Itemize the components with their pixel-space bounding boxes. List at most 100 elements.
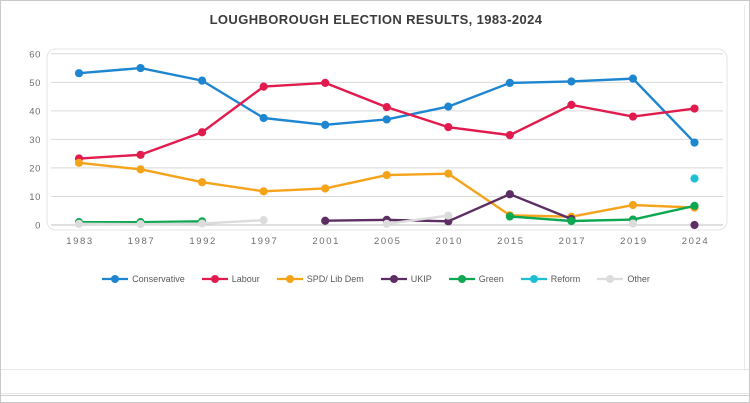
x-axis-label: 2015 <box>497 236 525 247</box>
data-point <box>136 220 145 229</box>
data-point <box>136 165 145 174</box>
x-axis-label: 2019 <box>620 236 648 247</box>
x-axis-label: 1992 <box>189 236 217 247</box>
data-point <box>444 123 453 132</box>
y-tick-label: 0 <box>35 221 41 232</box>
legend-item-green[interactable]: Green <box>448 274 504 284</box>
x-axis-label: 1987 <box>128 236 156 247</box>
data-point <box>690 174 699 183</box>
data-point <box>198 128 207 137</box>
legend-label: Green <box>478 274 504 284</box>
series-ukip <box>321 190 699 230</box>
data-point <box>259 113 268 123</box>
data-point <box>690 138 699 147</box>
spreadsheet-gridline <box>744 5 745 369</box>
series-line <box>77 161 696 218</box>
plot-area: 0 10 20 30 40 50 60 1983 1987 1992 1997 2001 2005 201… <box>29 48 728 247</box>
data-point <box>505 78 514 88</box>
data-point <box>505 190 514 199</box>
data-point <box>259 216 268 225</box>
data-point <box>382 115 391 124</box>
spreadsheet-gridline <box>1 369 749 370</box>
legend-item-conservative[interactable]: Conservative <box>102 274 185 284</box>
x-axis-label: 2010 <box>436 236 464 247</box>
data-point <box>198 219 207 228</box>
data-point <box>567 216 576 226</box>
data-point <box>382 219 391 228</box>
legend-marker-icon <box>597 275 624 283</box>
legend-label: Conservative <box>132 274 185 284</box>
data-point <box>198 178 207 187</box>
legend-label: Other <box>627 274 650 284</box>
x-axis-label: 2017 <box>559 236 587 247</box>
legend-marker-icon <box>276 275 303 283</box>
x-axis-label: 2001 <box>312 236 340 247</box>
spreadsheet-gridline <box>1 393 749 394</box>
spreadsheet-gridline <box>1 395 749 396</box>
data-point <box>136 63 145 73</box>
x-axis-label: 1997 <box>251 236 279 247</box>
legend-item-ukip[interactable]: UKIP <box>380 274 432 284</box>
series-line <box>77 218 265 226</box>
plot-border <box>46 48 728 231</box>
legend-item-reform[interactable]: Reform <box>520 274 581 284</box>
x-axis-label: 2024 <box>682 236 710 247</box>
data-point <box>259 187 268 196</box>
data-point <box>690 104 699 113</box>
series-other <box>74 211 638 229</box>
data-point <box>321 78 330 88</box>
data-point <box>567 77 576 86</box>
election-results-chart[interactable]: 0 10 20 30 40 50 60 1983 1987 1992 1997 2001 2005 201… <box>1 1 749 369</box>
data-point <box>382 170 391 180</box>
chart-title: LOUGHBOROUGH ELECTION RESULTS, 1983-2024 <box>209 12 543 27</box>
x-axis-label: 1983 <box>66 236 94 247</box>
data-point <box>444 102 453 111</box>
legend-label: Reform <box>550 274 581 284</box>
data-point <box>321 216 330 225</box>
chart-legend: Conservative Labour SPD/ Lib Dem UKIP Green R… <box>1 274 749 284</box>
legend-label: Labour <box>231 274 260 284</box>
y-tick-label: 60 <box>29 49 41 60</box>
series-conservative <box>74 63 699 147</box>
data-point <box>690 201 699 210</box>
data-point <box>505 212 514 221</box>
data-point <box>198 76 207 85</box>
y-tick-label: 20 <box>29 163 41 174</box>
data-point <box>567 100 576 109</box>
data-point <box>690 220 699 230</box>
legend-item-other[interactable]: Other <box>597 274 650 284</box>
data-point <box>628 219 638 228</box>
legend-marker-icon <box>520 275 547 283</box>
data-point <box>505 131 514 140</box>
y-tick-label: 10 <box>29 192 41 203</box>
data-point <box>259 82 268 91</box>
series-reform <box>690 174 699 183</box>
legend-label: UKIP <box>410 274 432 284</box>
y-tick-label: 50 <box>29 78 41 89</box>
y-tick-label: 40 <box>29 106 41 117</box>
series-line <box>385 214 450 226</box>
y-tick-label: 30 <box>29 135 41 146</box>
data-point <box>382 103 391 112</box>
data-point <box>628 200 638 210</box>
data-point <box>628 112 638 121</box>
legend-marker-icon <box>102 275 129 283</box>
legend-marker-icon <box>448 275 475 283</box>
legend-marker-icon <box>201 275 228 283</box>
x-axis-label: 2005 <box>374 236 402 247</box>
data-point <box>444 217 453 226</box>
data-point <box>74 158 84 167</box>
data-point <box>74 69 84 78</box>
legend-label: SPD/ Lib Dem <box>306 274 364 284</box>
data-point <box>444 211 453 220</box>
legend-item-labour[interactable]: Labour <box>201 274 260 284</box>
data-point <box>321 120 330 129</box>
series-line <box>508 204 696 223</box>
legend-item-spd-lib-dem[interactable]: SPD/ Lib Dem <box>276 274 364 284</box>
data-point <box>444 169 453 178</box>
legend-marker-icon <box>380 275 407 283</box>
data-point <box>628 74 638 83</box>
data-point <box>136 150 145 159</box>
data-point <box>74 219 84 228</box>
